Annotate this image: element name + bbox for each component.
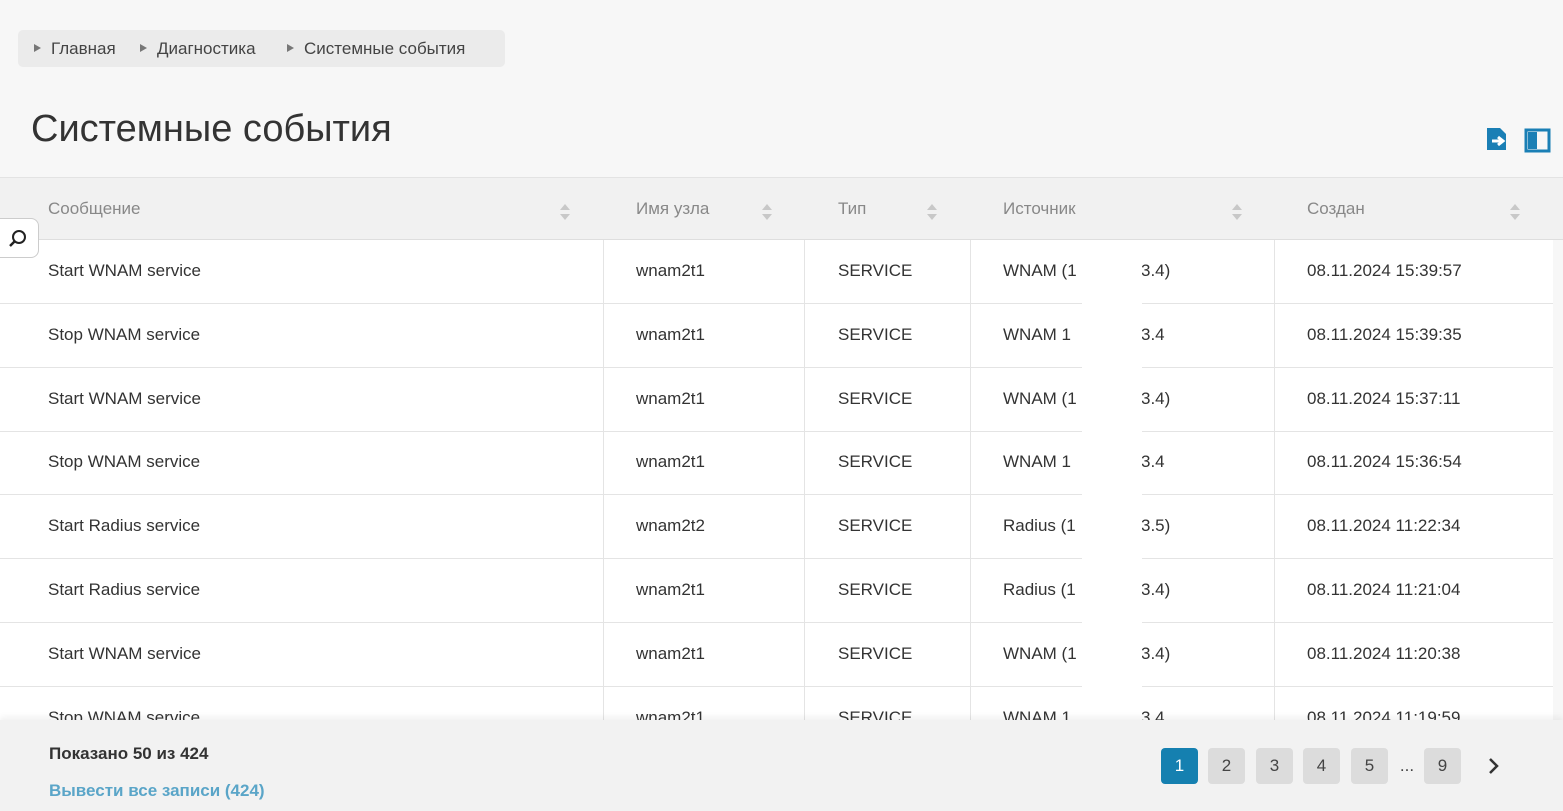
cell-created: 08.11.2024 11:19:59: [1307, 707, 1461, 720]
cell-type: SERVICE: [838, 324, 913, 344]
cell-message: Stop WNAM service: [48, 452, 201, 472]
table-row: Stop WNAM service wnam2t1 SERVICE WNAM 1 3.4…: [0, 304, 1553, 368]
cell-type: SERVICE: [838, 643, 913, 663]
column-divider: [603, 240, 604, 720]
cell-created: 08.11.2024 11:20:38: [1307, 643, 1461, 663]
table-row: Start Radius service wnam2t1 SERVICE Radius…: [0, 559, 1553, 623]
cell-source: 3.4: [1141, 452, 1165, 472]
sort-icon[interactable]: [1510, 202, 1520, 222]
table-body: Start WNAM service wnam2t1 SERVICE WNAM (1 3…: [0, 240, 1553, 720]
cell-created: 08.11.2024 15:39:57: [1307, 261, 1462, 280]
column-divider: [970, 240, 971, 720]
cell-type: SERVICE: [838, 261, 913, 280]
column-header[interactable]: Имя узла: [636, 199, 710, 218]
cell-type: SERVICE: [838, 452, 913, 472]
cell-created: 08.11.2024 15:39:35: [1307, 324, 1462, 344]
cell-source: 3.4): [1141, 643, 1171, 663]
column-header[interactable]: Сообщение: [48, 199, 141, 218]
sort-icon[interactable]: [560, 202, 570, 222]
next-page[interactable]: [1484, 756, 1504, 776]
page-button[interactable]: 1: [1161, 748, 1198, 784]
page-button[interactable]: 2: [1208, 748, 1245, 784]
cell-source: 3.4): [1141, 580, 1171, 599]
table-row: Start WNAM service wnam2t1 SERVICE WNAM (1 3…: [0, 623, 1553, 687]
pagination-ellipsis: ...: [1399, 756, 1415, 775]
cell-source: 3.4: [1141, 707, 1165, 720]
breadcrumb-link[interactable]: Диагностика: [140, 39, 256, 58]
cell-source: WNAM 1: [1003, 452, 1071, 472]
table-row: Stop WNAM service wnam2t1 SERVICE WNAM 1 3.4…: [0, 687, 1553, 720]
cell-node: wnam2t2: [636, 516, 705, 536]
cell-message: Start WNAM service: [48, 643, 202, 663]
cell-type: SERVICE: [838, 580, 913, 599]
footer: Показано 50 из 424 Вывести все записи (4…: [0, 720, 1563, 811]
cell-source: WNAM (1: [1003, 643, 1077, 663]
cell-message: Stop WNAM service: [48, 707, 201, 720]
page-button[interactable]: 5: [1351, 748, 1388, 784]
table-row: Start WNAM service wnam2t1 SERVICE WNAM (1 3…: [0, 368, 1553, 432]
page-button[interactable]: 4: [1303, 748, 1340, 784]
cell-source: 3.4: [1141, 324, 1165, 344]
cell-source: WNAM (1: [1003, 261, 1077, 280]
records-count: Показано 50 из 424: [49, 744, 209, 763]
cell-message: Start Radius service: [48, 516, 201, 536]
redaction: [1082, 240, 1142, 722]
search-icon: [9, 230, 26, 247]
cell-node: wnam2t1: [636, 707, 705, 720]
cell-source: 3.5): [1141, 516, 1171, 536]
cell-node: wnam2t1: [636, 452, 705, 472]
column-header[interactable]: Тип: [838, 199, 867, 218]
breadcrumb-current: Системные события: [286, 39, 466, 58]
page-button[interactable]: 9: [1424, 748, 1461, 784]
search-button[interactable]: [0, 218, 39, 258]
table-row: Start Radius service wnam2t2 SERVICE Radius…: [0, 495, 1553, 560]
cell-source: 3.4): [1141, 261, 1171, 280]
column-divider: [804, 240, 805, 720]
cell-type: SERVICE: [838, 388, 913, 408]
cell-message: Stop WNAM service: [48, 324, 201, 344]
cell-message: Start Radius service: [48, 580, 201, 599]
columns-button[interactable]: [1524, 128, 1552, 154]
sort-icon[interactable]: [927, 202, 937, 222]
cell-created: 08.11.2024 15:37:11: [1307, 388, 1461, 408]
cell-type: SERVICE: [838, 516, 913, 536]
page-button[interactable]: 3: [1256, 748, 1293, 784]
cell-message: Start WNAM service: [48, 261, 202, 280]
export-button[interactable]: [1484, 126, 1512, 154]
cell-source: 3.4): [1141, 388, 1171, 408]
table-row: Start WNAM service wnam2t1 SERVICE WNAM (1 3…: [0, 240, 1553, 304]
cell-created: 08.11.2024 15:36:54: [1307, 452, 1462, 472]
sort-icon[interactable]: [1232, 202, 1242, 222]
column-header[interactable]: Источник: [1003, 199, 1076, 218]
column-divider: [1274, 240, 1275, 720]
cell-created: 08.11.2024 11:21:04: [1307, 580, 1461, 599]
cell-node: wnam2t1: [636, 388, 705, 408]
cell-created: 08.11.2024 11:22:34: [1307, 516, 1461, 536]
cell-node: wnam2t1: [636, 324, 705, 344]
breadcrumb: Главная Диагностика Системные события: [18, 30, 505, 67]
breadcrumb-link[interactable]: Главная: [34, 39, 116, 58]
cell-node: wnam2t1: [636, 580, 705, 599]
show-all-link[interactable]: Вывести все записи (424): [49, 781, 265, 800]
cell-source: WNAM 1: [1003, 324, 1071, 344]
column-header[interactable]: Создан: [1307, 199, 1365, 218]
cell-source: Radius (1: [1003, 580, 1076, 599]
cell-node: wnam2t1: [636, 643, 705, 663]
cell-node: wnam2t1: [636, 261, 705, 280]
cell-source: Radius (1: [1003, 516, 1076, 536]
cell-type: SERVICE: [838, 707, 913, 720]
cell-message: Start WNAM service: [48, 388, 202, 408]
table-header: Сообщение Имя узла Тип Источник Создан: [0, 177, 1563, 240]
table-row: Stop WNAM service wnam2t1 SERVICE WNAM 1 3.4…: [0, 431, 1553, 496]
cell-source: WNAM (1: [1003, 388, 1077, 408]
cell-source: WNAM 1: [1003, 707, 1071, 720]
page-title: Системные события: [31, 108, 392, 150]
sort-icon[interactable]: [762, 202, 772, 222]
